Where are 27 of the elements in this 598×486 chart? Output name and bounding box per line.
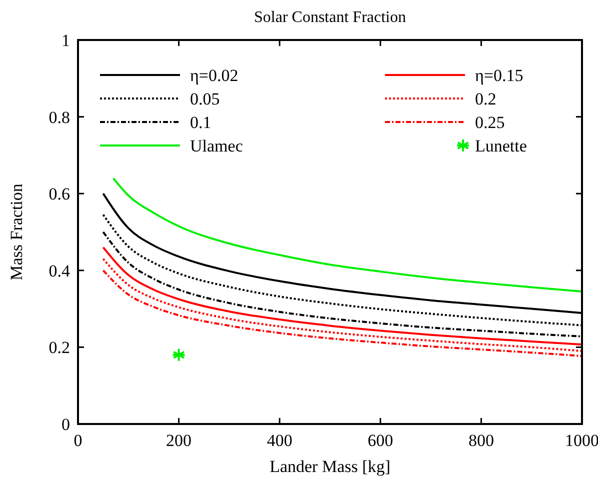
- y-tick-label: 0.6: [48, 184, 70, 204]
- line-series: [112, 177, 583, 293]
- x-tick-label: 800: [468, 431, 494, 450]
- x-tick-label: 0: [74, 431, 82, 450]
- y-tick-label: 0.4: [48, 261, 70, 280]
- line-series: [102, 269, 583, 358]
- y-tick-label: 0: [62, 415, 70, 434]
- legend-label: 0.05: [190, 90, 220, 108]
- y-axis-title: Mass Fraction: [7, 183, 26, 280]
- y-tick-label: 0.2: [48, 338, 70, 358]
- legend-label: Ulamec: [190, 136, 244, 156]
- line-series: [102, 258, 583, 352]
- legend-label: 0.1: [190, 113, 212, 132]
- legend-label: η=0.02: [190, 66, 238, 85]
- legend-label: Lunette: [475, 136, 527, 156]
- x-axis-title: Lander Mass [kg]: [270, 457, 390, 476]
- legend-label: 0.25: [475, 113, 505, 132]
- x-tick-label: 200: [166, 431, 192, 450]
- x-tick-label: 600: [368, 431, 394, 450]
- x-tick-label: 1000: [565, 431, 598, 450]
- x-tick-label: 400: [266, 431, 292, 450]
- legend-label: η=0.15: [475, 66, 524, 85]
- y-tick-label: 0.8: [48, 108, 70, 127]
- line-series: [102, 246, 583, 346]
- y-tick-label: 1: [62, 31, 70, 50]
- chart-title: Solar Constant Fraction: [254, 9, 406, 26]
- legend-label: 0.2: [475, 90, 496, 108]
